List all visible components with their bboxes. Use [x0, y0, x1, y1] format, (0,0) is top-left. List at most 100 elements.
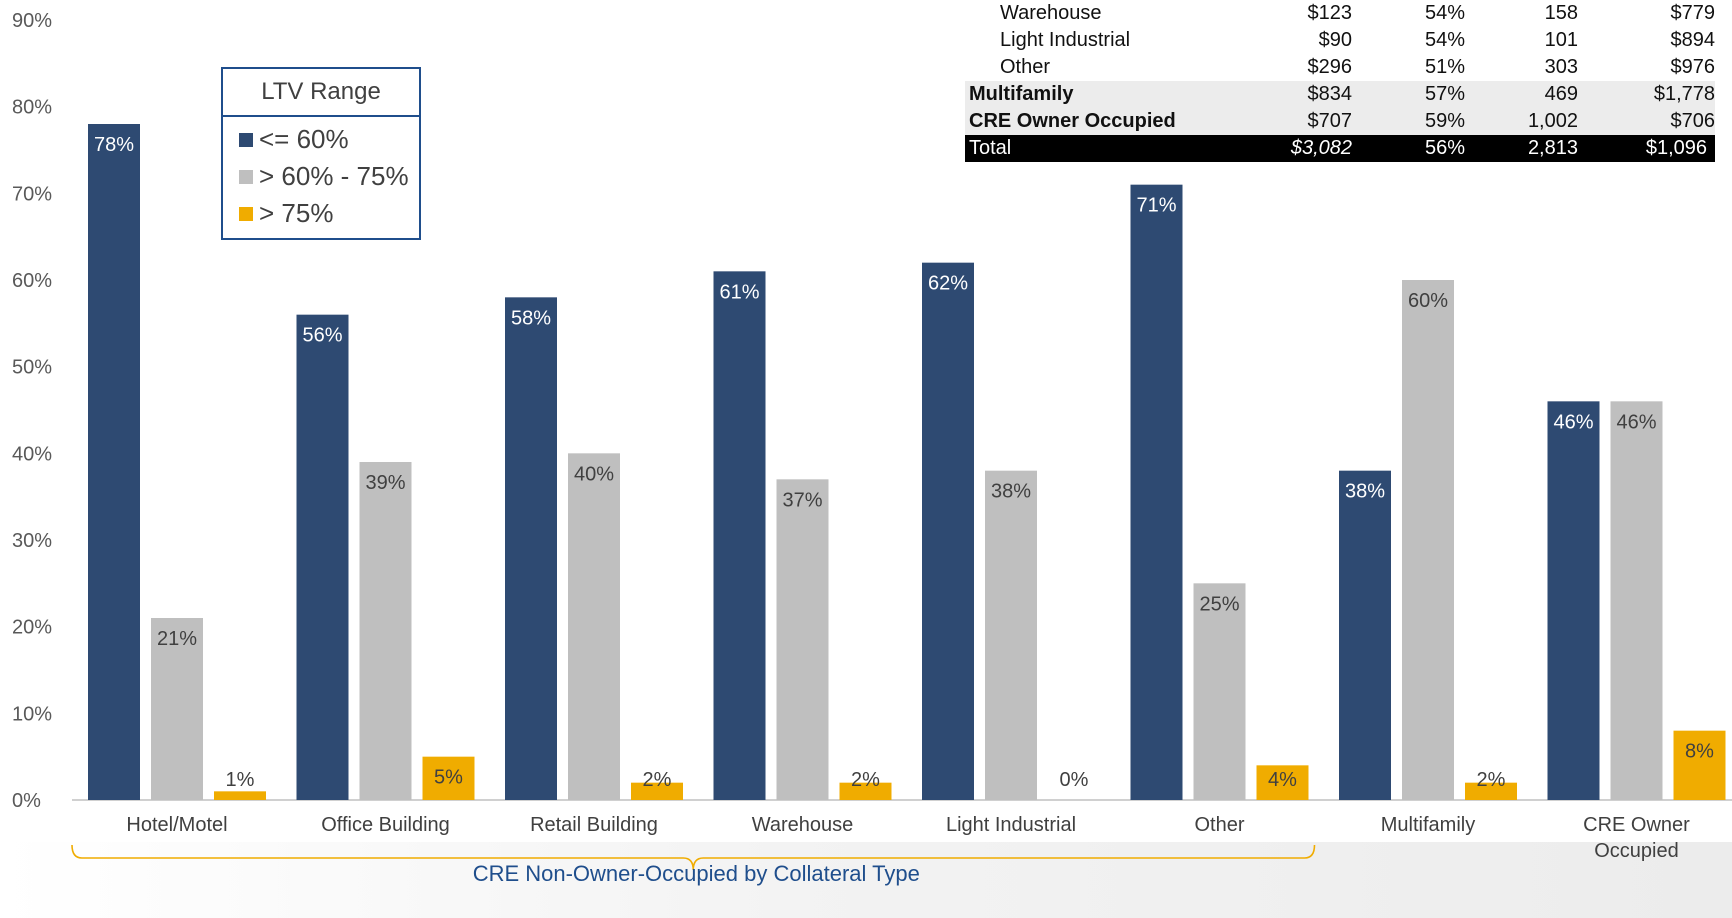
table-cell: $706 — [1578, 108, 1715, 135]
data-label: 1% — [226, 769, 255, 791]
table-cell: 54% — [1424, 2, 1465, 24]
table-cell: 1,002 — [1465, 108, 1578, 135]
bar — [568, 453, 620, 800]
bar — [1193, 583, 1246, 800]
data-label: 71% — [1136, 195, 1176, 217]
bar — [839, 782, 892, 800]
legend-item-60to75: > 60% - 75% — [239, 158, 419, 195]
y-tick-label: 60% — [12, 270, 52, 292]
summary-table: Warehouse $123 54% 158 $779 Light Indust… — [965, 0, 1715, 162]
table-row-label: Multifamily — [965, 81, 1205, 108]
y-tick-label: 30% — [12, 530, 52, 552]
data-label: 39% — [365, 472, 405, 494]
legend-item-gt75: > 75% — [239, 195, 419, 232]
data-label: 46% — [1616, 411, 1656, 433]
bar — [359, 462, 412, 800]
table-cell: 303 — [1544, 56, 1578, 78]
group-bracket — [71, 844, 1316, 871]
table-cell: $834 — [1205, 81, 1352, 108]
table-row: Light Industrial $90 54% 101 $894 — [965, 27, 1715, 54]
table-cell: $90 — [1318, 29, 1352, 51]
bar — [505, 297, 557, 800]
table-row: Warehouse $123 54% 158 $779 — [965, 0, 1715, 27]
x-tick-label: Other — [1194, 814, 1244, 836]
table-cell: $296 — [1307, 56, 1353, 78]
table-cell: $1,096 — [1578, 135, 1715, 162]
data-label: 21% — [157, 628, 197, 650]
x-tick-label: CRE Owner — [1583, 814, 1690, 836]
y-tick-label: 20% — [12, 617, 52, 639]
table-cell: 56% — [1352, 135, 1465, 162]
data-label: 38% — [991, 481, 1031, 503]
legend-title: LTV Range — [221, 67, 421, 117]
data-label: 62% — [928, 273, 968, 295]
bar — [88, 124, 140, 800]
table-row-total: Total $3,082 56% 2,813 $1,096 — [965, 135, 1715, 162]
data-label: 2% — [643, 769, 672, 791]
bar — [1256, 765, 1309, 800]
data-label: 0% — [1060, 769, 1089, 791]
table-cell: $707 — [1205, 108, 1352, 135]
table-row-label: Warehouse — [1000, 2, 1102, 24]
data-label: 58% — [511, 307, 551, 329]
x-tick-label: Light Industrial — [946, 814, 1076, 836]
data-label: 46% — [1553, 411, 1593, 433]
bar — [151, 618, 203, 800]
legend-swatch-60to75 — [239, 169, 253, 184]
table-cell: 2,813 — [1465, 135, 1578, 162]
table-cell: 101 — [1544, 29, 1578, 51]
data-label: 61% — [719, 281, 759, 303]
data-label: 60% — [1408, 290, 1448, 312]
x-tick-label: Office Building — [321, 814, 450, 836]
legend-item-le60: <= 60% — [239, 121, 419, 158]
data-label: 40% — [574, 463, 614, 485]
table-row-label: CRE Owner Occupied — [965, 108, 1205, 135]
chart-legend: LTV Range <= 60% > 60% - 75% > 75% — [221, 67, 421, 240]
legend-swatch-le60 — [239, 132, 253, 147]
bar — [422, 756, 475, 800]
x-tick-label: Hotel/Motel — [126, 814, 227, 836]
footer-band — [0, 842, 1732, 918]
data-label: 2% — [851, 769, 880, 791]
bar — [1402, 280, 1454, 800]
data-label: 5% — [434, 767, 463, 789]
x-tick-label: Multifamily — [1381, 814, 1475, 836]
bar — [776, 479, 829, 800]
legend-label-60to75: > 60% - 75% — [259, 161, 409, 191]
x-tick-label: Retail Building — [530, 814, 658, 836]
table-row-label: Light Industrial — [1000, 29, 1131, 51]
bar — [1610, 401, 1663, 800]
table-cell: $976 — [1670, 56, 1716, 78]
table-cell: 469 — [1465, 81, 1578, 108]
y-tick-label: 80% — [12, 97, 52, 119]
table-cell: 57% — [1352, 81, 1465, 108]
data-label: 25% — [1199, 593, 1239, 615]
bar — [1673, 730, 1726, 800]
y-tick-label: 40% — [12, 443, 52, 465]
table-cell: $779 — [1670, 2, 1716, 24]
bar — [713, 271, 766, 800]
bar — [1547, 401, 1600, 800]
data-label: 2% — [1477, 769, 1506, 791]
data-label: 56% — [302, 325, 342, 347]
y-tick-label: 90% — [12, 10, 52, 32]
table-cell: 59% — [1352, 108, 1465, 135]
table-cell: 51% — [1424, 56, 1465, 78]
data-label: 38% — [1345, 481, 1385, 503]
table-cell: $1,778 — [1578, 81, 1715, 108]
data-label: 4% — [1268, 769, 1297, 791]
x-axis-title: CRE Non-Owner-Occupied by Collateral Typ… — [473, 861, 920, 886]
bar — [631, 782, 683, 800]
table-cell: $123 — [1307, 2, 1353, 24]
table-cell: 158 — [1544, 2, 1578, 24]
bar — [214, 791, 266, 800]
table-cell: 54% — [1424, 29, 1465, 51]
y-tick-label: 70% — [12, 183, 52, 205]
x-tick-label: Occupied — [1594, 840, 1679, 862]
y-tick-label: 50% — [12, 357, 52, 379]
table-row-label: Total — [965, 135, 1205, 162]
data-label: 37% — [782, 489, 822, 511]
legend-swatch-gt75 — [239, 206, 253, 221]
bar — [985, 470, 1037, 800]
table-row-label: Other — [1000, 56, 1051, 78]
